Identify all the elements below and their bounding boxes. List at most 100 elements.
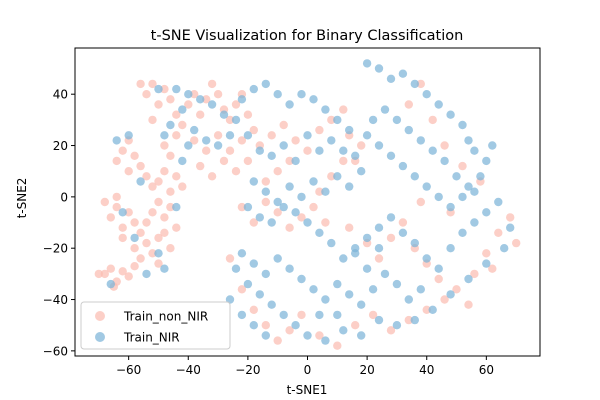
legend-label: Train_non_NIR [123,310,208,324]
scatter-point [112,136,121,145]
x-tick-label: 60 [479,363,494,377]
scatter-point [213,141,223,150]
scatter-point [458,228,467,237]
scatter-point [154,177,163,186]
scatter-point [118,223,127,232]
scatter-point [142,172,151,181]
scatter-point [374,315,384,325]
scatter-point [130,151,139,160]
scatter-point [261,197,270,207]
scatter-point [154,100,163,109]
axes: −60 −40 −20 0 20 40 60 −60 −40 −20 0 20 40 [43,47,541,377]
scatter-point [285,223,294,232]
scatter-point [494,228,503,237]
scatter-point [416,79,425,89]
scatter-point [142,218,151,227]
scatter-point [136,161,145,171]
scatter-point [416,197,425,207]
scatter-point [160,131,169,140]
y-tick-label: 40 [53,88,68,102]
legend-box [80,301,231,350]
scatter-point [303,218,312,227]
scatter-point [357,167,366,176]
scatter-point [190,136,199,145]
scatter-point [237,202,247,212]
scatter-point [339,326,348,335]
scatter-point [243,131,253,140]
scatter-point [267,300,276,309]
x-axis-title: t-SNE1 [287,383,328,397]
scatter-point [428,115,437,125]
scatter-point [297,192,306,202]
scatter-point [279,141,288,150]
legend-marker [95,332,105,342]
scatter-point [470,269,479,279]
scatter-point [249,177,258,186]
scatter-point [374,64,384,73]
scatter-point [118,146,127,155]
scatter-point [434,264,443,273]
scatter-point [166,95,175,104]
x-tick-label: −40 [176,363,201,377]
scatter-point [118,208,127,217]
scatter-point [142,90,151,99]
scatter-point [470,218,479,227]
scatter-point [231,100,241,109]
scatter-point [434,274,443,284]
scatter-point [243,202,253,212]
scatter-point [172,223,181,232]
scatter-point [506,223,515,232]
scatter-point [297,274,306,284]
scatter-point [315,187,324,196]
scatter-point [172,202,181,212]
scatter-point [404,315,413,325]
scatter-point [428,146,437,155]
scatter-point [160,141,169,150]
scatter-point [291,208,300,217]
chart-title: t-SNE Visualization for Binary Classific… [151,28,464,44]
scatter-point [267,151,276,160]
scatter-point [351,151,360,160]
scatter-point [333,172,342,181]
scatter-point [148,249,157,258]
scatter-point [434,100,443,109]
scatter-point [178,120,187,130]
scatter-point [148,79,157,89]
scatter-point [154,84,163,94]
scatter-point [237,136,247,145]
scatter-point [345,290,354,299]
legend-label: Train_NIR [123,331,180,345]
scatter-point [404,125,413,135]
scatter-point [190,125,199,135]
scatter-point [196,95,205,104]
scatter-point [362,233,372,243]
scatter-point [100,197,110,207]
scatter-point [213,90,223,99]
scatter-point [374,223,384,232]
scatter-point [404,100,413,109]
scatter-point [303,146,312,155]
scatter-point [374,244,384,253]
scatter-point [351,321,360,330]
scatter-point [345,182,354,191]
scatter-point [249,259,258,268]
scatter-point [261,177,270,186]
scatter-point [202,146,211,155]
scatter-point [202,95,211,104]
scatter-point [237,285,247,294]
scatter-point [321,105,330,114]
scatter-point [255,290,264,299]
scatter-point [184,141,193,150]
scatter-point [154,233,163,243]
scatter-point [207,100,217,109]
y-tick-label: −40 [43,293,68,307]
scatter-point [160,228,169,237]
scatter-point [380,105,390,114]
scatter-point [94,269,104,279]
scatter-point [249,218,258,227]
y-tick-label: 20 [53,139,68,153]
scatter-point [422,90,431,99]
scatter-point [404,295,413,304]
